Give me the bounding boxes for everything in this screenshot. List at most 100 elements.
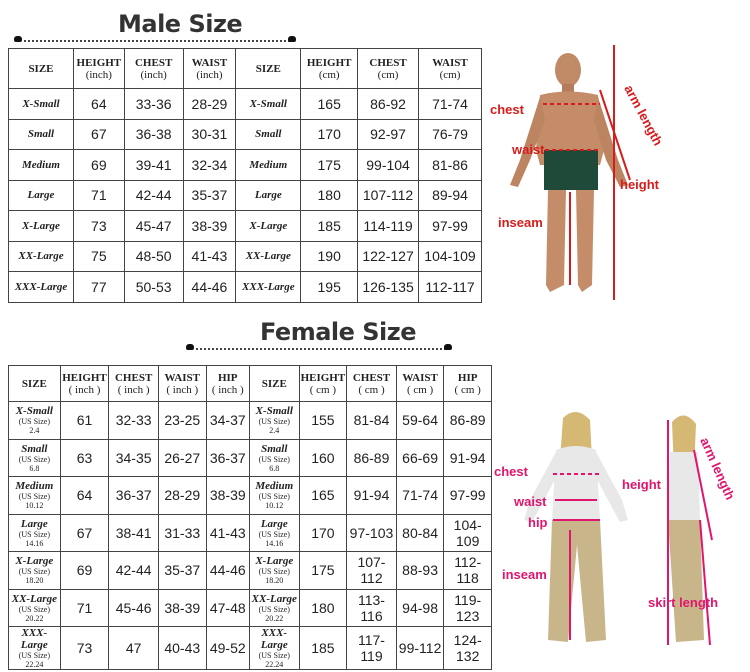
icon: [14, 36, 22, 42]
value-cell: 119-123: [443, 588, 492, 627]
size-cell: Medium (US Size) 10.12: [248, 476, 300, 515]
header-text: SIZE: [255, 62, 281, 75]
value-cell: 28-29: [182, 88, 237, 120]
size-row: XX-Large 75 48-50 41-43 XX-Large 190 122-127 10…: [8, 240, 482, 272]
female-figure: [524, 411, 713, 646]
value-cell: 190: [300, 240, 359, 272]
size-cell: Medium: [8, 149, 74, 181]
value-cell: 73: [59, 626, 110, 670]
value-cell: 49-52: [205, 626, 250, 670]
value-cell: 35-37: [182, 179, 237, 211]
figure-label: waist: [513, 494, 547, 509]
size-us: 20.22: [265, 613, 284, 623]
size-cell: XX-Large: [8, 240, 74, 272]
value-cell: 59-64: [395, 401, 445, 440]
size-us: 22.24: [25, 660, 44, 669]
value-cell: 112-117: [418, 271, 482, 303]
header-cell: SIZE: [8, 365, 61, 402]
header-cell: HIP( cm ): [443, 365, 492, 402]
size-cell: X-Small (US Size) 2.4: [8, 401, 61, 440]
icon: [444, 344, 452, 350]
male-figure: [510, 45, 631, 300]
header-text: CHEST: [369, 56, 407, 69]
size-us: 10.12: [265, 501, 284, 511]
value-cell: 36-37: [108, 476, 159, 515]
size-row: Small (US Size) 6.8 63 34-35 26-27 36-37 Small(…: [8, 438, 492, 477]
size-note: (US Size): [18, 417, 51, 427]
divider: [24, 40, 290, 42]
figure-label: chest: [490, 102, 525, 117]
value-cell: 71-74: [418, 88, 482, 120]
value-cell: 38-39: [205, 476, 250, 515]
header-cell: CHEST (cm): [357, 48, 419, 89]
value-cell: 185: [298, 626, 348, 670]
male-size-table: SIZE HEIGHT (inch) CHEST (inch) WAIST (inch) SI…: [8, 48, 482, 303]
size-note: (US Size): [258, 492, 290, 502]
value-cell: 39-41: [123, 149, 184, 181]
size-note: (US Size): [18, 454, 51, 464]
value-cell: 23-25: [157, 401, 207, 440]
size-row: Large (US Size) 14.16 67 38-41 31-33 41-43 Larg…: [8, 513, 492, 552]
value-cell: 165: [298, 476, 348, 515]
size-cell: X-Large: [235, 210, 302, 242]
size-name: X-Large: [15, 555, 54, 568]
header-cell: SIZE: [8, 48, 74, 89]
size-name: X-Small: [15, 405, 53, 418]
title: Male Size: [118, 10, 243, 38]
value-cell: 73: [72, 210, 125, 242]
value-cell: 126-135: [357, 271, 419, 303]
size-name: XXX-Large: [260, 627, 288, 651]
header-cell: HIP( inch ): [205, 365, 250, 402]
figure-label: arm length: [621, 82, 665, 148]
size-row: X-Large 73 45-47 38-39 X-Large 185 114-119 97-9…: [8, 210, 482, 242]
size-cell: XXX-Large: [8, 271, 74, 303]
value-cell: 63: [59, 438, 110, 477]
header-cell: HEIGHT (cm): [300, 48, 359, 89]
value-cell: 122-127: [357, 240, 419, 272]
value-cell: 86-89: [443, 401, 492, 440]
value-cell: 34-37: [205, 401, 250, 440]
size-us: 6.8: [269, 463, 280, 473]
header-text: SIZE: [261, 377, 287, 390]
title: Female Size: [260, 318, 417, 346]
value-cell: 30-31: [182, 118, 237, 150]
header-text: ( inch ): [166, 383, 199, 396]
header-text: (cm): [439, 68, 461, 81]
header-text: WAIST: [164, 371, 200, 384]
value-cell: 89-94: [418, 179, 482, 211]
value-cell: 69: [59, 551, 110, 590]
size-name: X-Large: [255, 555, 294, 568]
size-cell: Large: [8, 179, 74, 211]
size-row: XXX-Large 77 50-53 44-46 XXX-Large 195 126-135…: [8, 271, 482, 303]
size-note: (US Size): [18, 529, 51, 539]
header-text: HEIGHT: [300, 371, 346, 384]
size-us: 2.4: [269, 426, 280, 436]
size-cell: Small: [8, 118, 74, 150]
size-us: 10.12: [25, 501, 44, 511]
size-note: (US Size): [18, 604, 51, 614]
header-cell: HEIGHT( inch ): [59, 365, 110, 402]
size-row: Medium 69 39-41 32-34 Medium 175 99-104 81-86: [8, 149, 482, 181]
size-cell: X-Large: [8, 210, 74, 242]
header-text: HEIGHT: [76, 56, 122, 69]
icon: [288, 36, 296, 42]
header-cell: WAIST (inch): [182, 48, 237, 89]
size-name: Medium: [255, 480, 294, 493]
value-cell: 42-44: [108, 551, 159, 590]
size-cell: Large: [235, 179, 302, 211]
size-note: (US Size): [258, 454, 290, 464]
value-cell: 185: [300, 210, 359, 242]
header-text: ( inch ): [68, 383, 101, 396]
size-name: X-Small: [255, 405, 293, 418]
divider: [196, 348, 446, 350]
size-cell: XX-Large: [235, 240, 302, 272]
size-cell: X-Large (US Size) 18.20: [248, 551, 300, 590]
header-text: HEIGHT: [306, 56, 352, 69]
value-cell: 175: [300, 149, 359, 181]
size-cell: Small (US Size) 6.8: [248, 438, 300, 477]
value-cell: 40-43: [157, 626, 207, 670]
value-cell: 86-89: [346, 438, 397, 477]
value-cell: 61: [59, 401, 110, 440]
header-text: ( cm ): [309, 383, 336, 396]
